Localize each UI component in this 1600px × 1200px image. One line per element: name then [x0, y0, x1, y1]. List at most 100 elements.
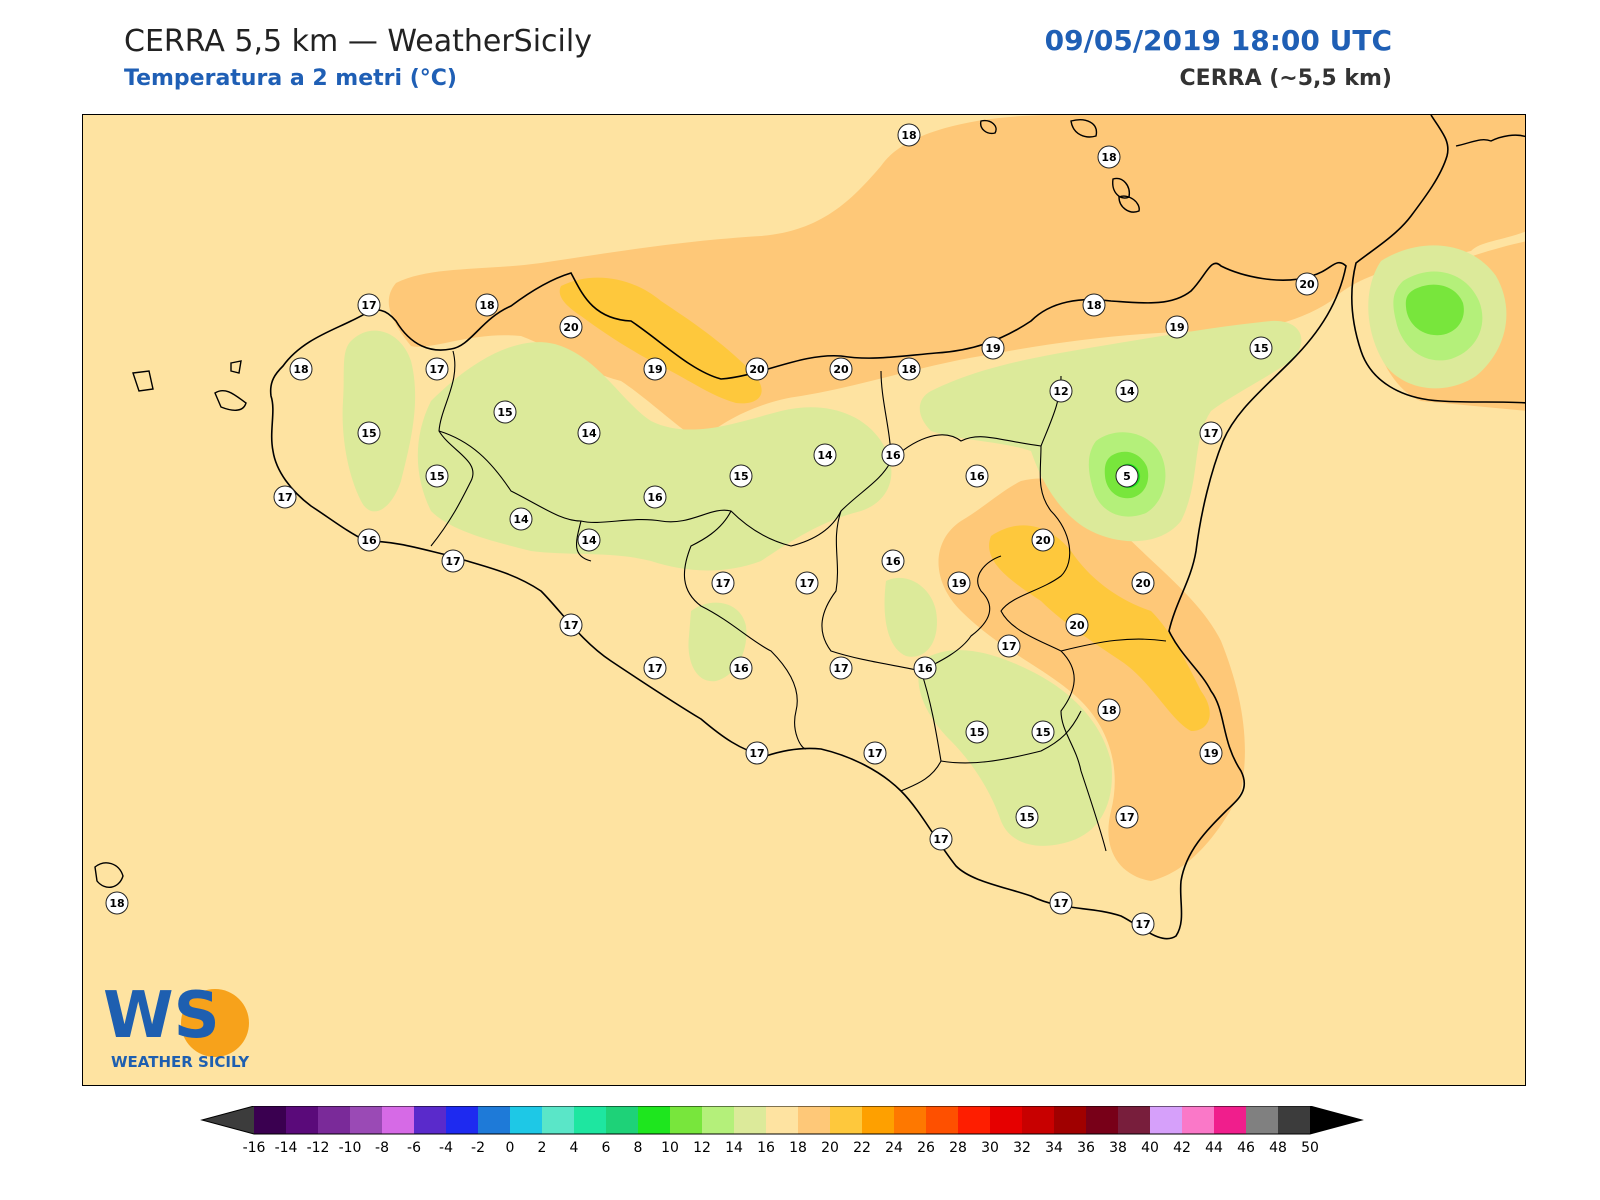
colorbar-swatch [350, 1106, 382, 1134]
station-value: 20 [1035, 534, 1051, 547]
station-value: 19 [647, 363, 662, 376]
station-value: 20 [833, 363, 849, 376]
station-circle [643, 357, 667, 381]
station-value: 14 [513, 513, 529, 526]
station-marker: 17 [273, 485, 297, 509]
station-marker: 15 [1031, 720, 1055, 744]
station-circle [1097, 698, 1121, 722]
station-circle [559, 613, 583, 637]
station-value: 15 [429, 470, 444, 483]
sicily-coastline [269, 261, 1347, 940]
colorbar-tick-label: 22 [853, 1140, 871, 1156]
station-marker: 5 [1115, 464, 1139, 488]
station-value: 16 [917, 662, 933, 675]
station-marker: 16 [729, 656, 753, 680]
station-circle [745, 741, 769, 765]
colorbar-tick-label: 30 [981, 1140, 999, 1156]
colorbar-tick-label: 34 [1045, 1140, 1063, 1156]
colorbar-tick-label: -14 [275, 1140, 298, 1156]
temperature-colorbar: -16 -14 -12 -10 -8 -6 -4 -2 0 2 4 6 8 10 12 14 16 18 20 22 2… [200, 1106, 1364, 1156]
logo-sun [181, 989, 249, 1057]
colorbar-swatch [670, 1106, 702, 1134]
station-value: 19 [1169, 321, 1184, 334]
colorbar-tick-label: -2 [471, 1140, 485, 1156]
colorbar-swatch [1118, 1106, 1150, 1134]
station-marker: 17 [711, 571, 735, 595]
station-value: 19 [951, 577, 966, 590]
station-circle [1115, 805, 1139, 829]
map-title: CERRA 5,5 km — WeatherSicily [124, 24, 592, 59]
temp-zone-14-16-west [342, 330, 416, 512]
station-circle [881, 443, 905, 467]
province-borders [430, 350, 1167, 852]
station-circle [1115, 464, 1139, 488]
colorbar-tick-label: -16 [243, 1140, 266, 1156]
station-value: 14 [581, 534, 597, 547]
station-value: 17 [867, 747, 882, 760]
station-marker: 18 [897, 123, 921, 147]
station-circle [729, 464, 753, 488]
station-circle [1031, 528, 1055, 552]
station-marker: 18 [1097, 145, 1121, 169]
station-circle [1165, 315, 1189, 339]
station-marker: 17 [643, 656, 667, 680]
station-marker: 17 [357, 293, 381, 317]
station-marker: 19 [1199, 741, 1223, 765]
station-marker: 16 [357, 528, 381, 552]
station-circle [929, 827, 953, 851]
station-circle [577, 528, 601, 552]
station-marker: 17 [929, 827, 953, 851]
station-marker: 16 [881, 549, 905, 573]
colorbar-tick-label: 20 [821, 1140, 839, 1156]
islands [94, 119, 1140, 888]
colorbar-tick-label: 42 [1173, 1140, 1191, 1156]
station-value: 18 [293, 363, 308, 376]
station-marker: 18 [105, 891, 129, 915]
temp-zone-14-16-interior-2 [884, 577, 937, 657]
station-circle [829, 656, 853, 680]
station-circle [1097, 145, 1121, 169]
station-value: 16 [885, 555, 901, 568]
colorbar-tick-label: 40 [1141, 1140, 1159, 1156]
colorbar-tick-label: 4 [570, 1140, 579, 1156]
colorbar-tick-label: 24 [885, 1140, 903, 1156]
colorbar-swatch [990, 1106, 1022, 1134]
station-marker: 17 [795, 571, 819, 595]
station-marker: 17 [1049, 891, 1073, 915]
station-circle [711, 571, 735, 595]
station-value: 18 [109, 897, 124, 910]
station-marker: 16 [965, 464, 989, 488]
station-circle [1249, 336, 1273, 360]
station-marker: 15 [357, 421, 381, 445]
station-value: 16 [733, 662, 749, 675]
logo-caption: WEATHER SICILY [111, 1053, 250, 1071]
colorbar-tick-label: 48 [1269, 1140, 1287, 1156]
station-value: 17 [1135, 918, 1150, 931]
colorbar-swatch [510, 1106, 542, 1134]
station-value: 20 [749, 363, 765, 376]
calabria-coastline-2 [1455, 134, 1525, 147]
station-circle [357, 528, 381, 552]
station-value: 17 [429, 363, 444, 376]
station-value: 15 [733, 470, 748, 483]
station-value: 18 [479, 299, 494, 312]
station-circle [1049, 379, 1073, 403]
station-marker: 15 [1015, 805, 1039, 829]
station-value: 15 [497, 406, 512, 419]
station-value: 19 [1203, 747, 1218, 760]
station-marker: 14 [813, 443, 837, 467]
station-marker: 20 [1065, 613, 1089, 637]
station-marker: 19 [1165, 315, 1189, 339]
station-circle [357, 293, 381, 317]
station-value: 15 [1035, 726, 1050, 739]
station-circle [441, 549, 465, 573]
colorbar-underflow-arrow [202, 1106, 254, 1134]
station-value: 20 [563, 321, 579, 334]
colorbar-overflow-arrow [1310, 1106, 1362, 1134]
station-circle [1295, 272, 1319, 296]
station-circle [1082, 293, 1106, 317]
colorbar-tick-label: 12 [693, 1140, 711, 1156]
colorbar-swatch [638, 1106, 670, 1134]
colorbar-swatch [1278, 1106, 1310, 1134]
colorbar-swatch [1086, 1106, 1118, 1134]
